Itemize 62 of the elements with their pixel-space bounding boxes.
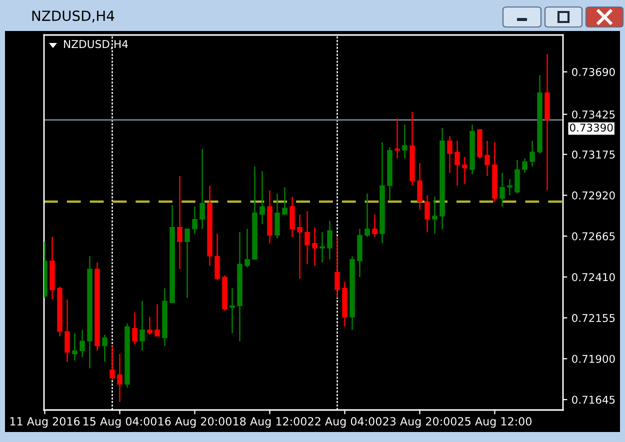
y-tick-label: 0.71900 — [572, 354, 615, 363]
candlestick — [154, 304, 160, 337]
candlestick — [432, 196, 438, 234]
candlestick — [522, 158, 528, 174]
candlestick — [200, 148, 205, 230]
candlestick — [192, 206, 198, 234]
candlestick — [484, 140, 490, 177]
candlestick — [260, 170, 265, 225]
chart-subtitle: NZDUSD,H4 — [64, 40, 128, 50]
x-tick-label: 25 Aug 12:00 — [458, 417, 532, 428]
candlestick — [312, 226, 318, 266]
x-tick-label: 22 Aug 04:00 — [308, 417, 382, 428]
candlestick — [402, 124, 408, 160]
y-tick-label: 0.72665 — [572, 232, 615, 240]
x-tick-label: 18 Aug 12:00 — [234, 417, 306, 428]
candlestick — [230, 288, 235, 334]
ref-line-label: 0.73390 — [570, 124, 613, 132]
candlestick — [500, 172, 505, 208]
candlestick — [327, 220, 332, 260]
y-tick-label: 0.72410 — [572, 273, 615, 282]
candlestick — [147, 316, 152, 336]
candlestick — [424, 194, 430, 233]
candlestick — [462, 156, 468, 185]
candlestick — [417, 162, 422, 210]
candlestick — [304, 210, 310, 265]
candlestick — [282, 186, 288, 216]
y-tick-label: 0.73175 — [572, 150, 615, 159]
candlestick — [64, 298, 70, 363]
candlestick — [514, 159, 520, 194]
x-tick-label: 23 Aug 20:00 — [383, 417, 456, 428]
x-tick-label: 15 Aug 04:00 — [84, 417, 156, 428]
chart-title: NZDUSD,H4 — [32, 10, 114, 22]
candlestick — [80, 329, 85, 358]
candlestick — [454, 140, 460, 186]
x-tick-label: 11 Aug 2016 — [10, 417, 80, 428]
y-tick-label: 0.73690 — [572, 68, 615, 76]
y-tick-label: 0.73425 — [572, 110, 615, 119]
candlestick — [117, 353, 122, 403]
candlestick — [297, 214, 302, 280]
candlestick — [274, 193, 280, 240]
candlestick — [140, 300, 145, 352]
candlestick — [244, 228, 250, 268]
candlestick — [372, 214, 378, 238]
candlestick — [132, 312, 138, 345]
candlestick — [102, 334, 108, 363]
candlestick — [394, 118, 400, 160]
candlestick — [184, 228, 190, 298]
candlestick — [364, 193, 370, 238]
y-tick-label: 0.72155 — [572, 314, 615, 322]
candlestick — [110, 345, 115, 380]
candlestick — [334, 236, 340, 298]
candlestick — [507, 178, 512, 196]
candlestick — [530, 140, 535, 168]
x-tick-label: 16 Aug 20:00 — [158, 417, 232, 428]
candlestick — [177, 175, 182, 270]
candlestick — [72, 332, 78, 361]
candlestick — [290, 196, 295, 238]
y-tick-label: 0.71645 — [572, 396, 615, 404]
y-tick-label: 0.72920 — [572, 191, 615, 200]
candlestick — [320, 231, 325, 264]
candlestick — [447, 135, 452, 174]
candlestick — [214, 233, 220, 281]
